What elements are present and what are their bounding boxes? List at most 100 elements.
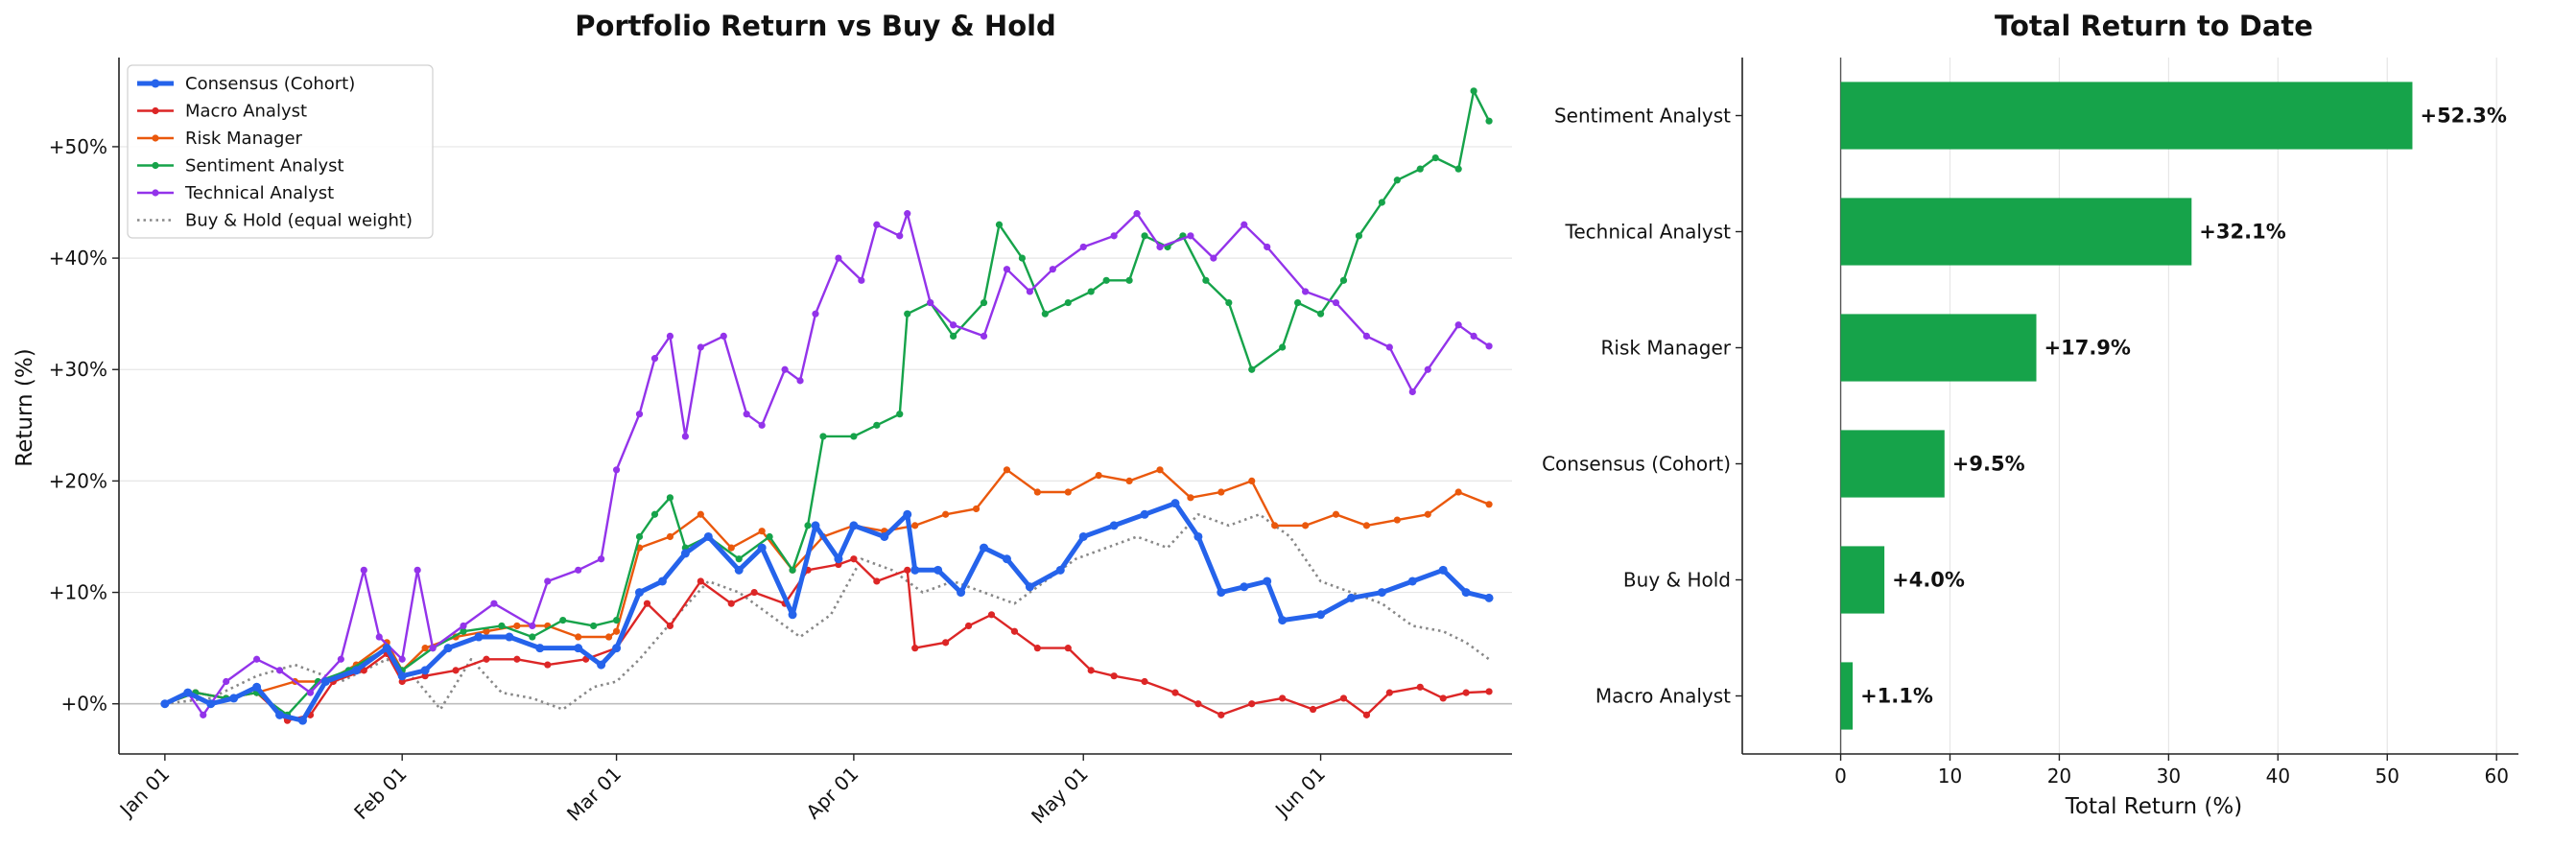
data-point <box>1484 593 1494 602</box>
data-point <box>1141 677 1148 686</box>
category-label: Consensus (Cohort) <box>1542 453 1731 476</box>
data-point <box>995 221 1004 228</box>
legend-label: Technical Analyst <box>184 183 334 203</box>
data-point <box>229 694 239 703</box>
data-point <box>1385 343 1393 351</box>
line-chart-y-axis-label: Return (%) <box>12 348 37 466</box>
data-point <box>650 510 659 518</box>
legend-item: Risk Manager <box>137 129 303 149</box>
data-point <box>160 699 170 709</box>
data-point <box>1278 616 1288 625</box>
data-point <box>360 566 367 574</box>
legend: Consensus (Cohort) Macro Analyst Risk Mana… <box>127 64 434 239</box>
line-chart-axes <box>118 58 1512 755</box>
data-point <box>1248 700 1256 708</box>
data-point <box>804 522 812 529</box>
data-point <box>1301 288 1310 295</box>
data-point <box>1171 689 1179 696</box>
data-point <box>1271 522 1279 529</box>
data-point <box>1140 509 1149 519</box>
data-point <box>1416 165 1424 173</box>
series-line <box>164 512 1490 711</box>
data-point <box>788 610 797 620</box>
data-point <box>1210 254 1217 262</box>
data-point <box>529 633 536 641</box>
data-point <box>1170 499 1180 508</box>
bar-chart-grid <box>1839 58 2497 754</box>
data-point <box>720 332 727 340</box>
data-point <box>397 671 407 681</box>
data-point <box>474 632 484 642</box>
data-point <box>1385 689 1393 696</box>
legend-box <box>127 64 434 239</box>
data-point <box>850 433 858 440</box>
data-point <box>643 600 651 607</box>
data-point <box>903 509 912 519</box>
legend-marker <box>152 134 159 142</box>
data-point <box>1217 488 1225 496</box>
data-point <box>1416 683 1424 691</box>
data-point <box>604 633 613 641</box>
data-point <box>590 622 598 630</box>
data-point <box>1125 276 1133 284</box>
data-point <box>253 655 261 663</box>
data-point <box>1279 694 1287 702</box>
data-point <box>206 699 216 709</box>
bar <box>1840 314 2037 382</box>
data-point <box>1332 510 1340 518</box>
y-tick-label: +10% <box>49 581 107 604</box>
data-point <box>812 310 819 318</box>
legend-label: Buy & Hold (equal weight) <box>185 211 413 231</box>
data-point <box>490 600 498 607</box>
value-label: +1.1% <box>1860 685 1933 708</box>
data-point <box>650 355 659 363</box>
x-tick-label: 0 <box>1834 765 1847 788</box>
data-point <box>904 566 911 574</box>
data-point <box>873 221 881 228</box>
legend-label: Macro Analyst <box>185 102 307 122</box>
data-point <box>1301 522 1310 529</box>
data-point <box>1362 332 1371 340</box>
data-point <box>934 565 943 575</box>
data-point <box>896 232 904 240</box>
data-point <box>635 532 644 541</box>
data-point <box>1355 232 1363 240</box>
data-point <box>1026 288 1033 295</box>
data-point <box>1095 472 1102 480</box>
legend-item: Technical Analyst <box>137 183 334 203</box>
bar-chart-axes <box>1741 58 2518 755</box>
data-point <box>781 365 789 373</box>
data-point <box>1362 522 1371 529</box>
data-point <box>1485 342 1493 350</box>
data-point <box>1064 488 1072 496</box>
data-point <box>1461 588 1471 598</box>
series-line <box>164 212 1490 717</box>
data-point <box>873 421 881 429</box>
series-line <box>164 89 1491 717</box>
data-point <box>1279 343 1287 351</box>
legend-item: Sentiment Analyst <box>137 156 344 176</box>
bar <box>1840 430 1945 498</box>
value-label: +32.1% <box>2199 221 2285 244</box>
data-point <box>703 531 713 541</box>
legend-item: Consensus (Cohort) <box>137 74 355 94</box>
data-point <box>758 528 766 535</box>
value-label: +9.5% <box>1952 453 2025 476</box>
data-point <box>1332 298 1340 307</box>
category-label: Sentiment Analyst <box>1554 105 1731 128</box>
data-point <box>513 655 521 663</box>
data-point <box>306 689 315 696</box>
data-point <box>223 677 230 686</box>
legend-item: Macro Analyst <box>137 102 307 122</box>
data-point <box>297 716 307 725</box>
data-point <box>819 433 827 440</box>
data-point <box>1470 87 1477 95</box>
data-point <box>597 660 606 670</box>
data-point <box>980 543 989 553</box>
data-point <box>942 639 950 647</box>
data-point <box>950 332 957 340</box>
line-chart-series <box>160 87 1494 725</box>
data-point <box>429 645 437 652</box>
data-point <box>1078 531 1088 541</box>
data-point <box>460 622 467 630</box>
